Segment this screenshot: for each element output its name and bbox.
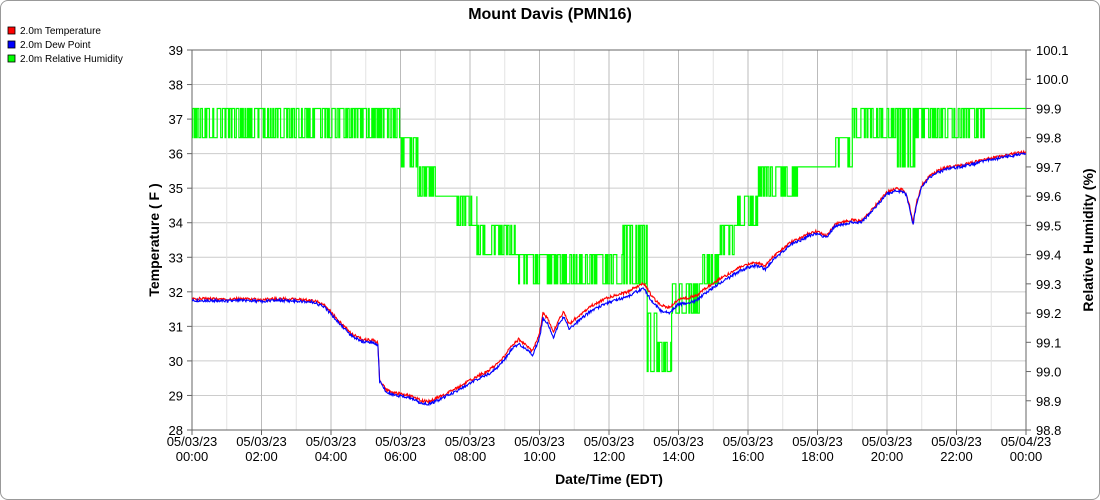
- x-tick-date: 05/03/23: [584, 434, 635, 449]
- legend-swatch: [7, 54, 16, 63]
- y-right-tick-label: 99.1: [1036, 335, 1061, 350]
- x-tick-date: 05/03/23: [167, 434, 218, 449]
- x-tick-time: 06:00: [384, 449, 417, 464]
- y-left-tick-label: 28: [169, 423, 183, 438]
- y-right-tick-label: 99.7: [1036, 160, 1061, 175]
- y-left-tick-label: 30: [169, 354, 183, 369]
- y-right-tick-label: 99.2: [1036, 306, 1061, 321]
- y-left-tick-label: 37: [169, 112, 183, 127]
- x-ticks: 05/03/2300:0005/03/2302:0005/03/2304:000…: [167, 430, 1052, 464]
- legend-label: 2.0m Temperature: [20, 26, 101, 37]
- chart-title: Mount Davis (PMN16): [468, 6, 632, 23]
- x-tick-time: 08:00: [454, 449, 487, 464]
- x-tick-date: 05/03/23: [375, 434, 426, 449]
- x-tick-date: 05/03/23: [306, 434, 357, 449]
- x-tick-date: 05/03/23: [931, 434, 982, 449]
- x-tick-time: 04:00: [315, 449, 348, 464]
- y-left-tick-label: 31: [169, 319, 183, 334]
- x-tick-date: 05/03/23: [514, 434, 565, 449]
- y-left-tick-label: 33: [169, 250, 183, 265]
- x-tick-date: 05/03/23: [445, 434, 496, 449]
- y-right-tick-label: 99.3: [1036, 277, 1061, 292]
- y-right-tick-label: 99.4: [1036, 248, 1061, 263]
- y-right-tick-label: 99.5: [1036, 218, 1061, 233]
- x-tick-time: 02:00: [245, 449, 278, 464]
- x-tick-time: 00:00: [176, 449, 209, 464]
- y-right-tick-label: 99.6: [1036, 189, 1061, 204]
- y-right-tick-label: 98.8: [1036, 423, 1061, 438]
- y-right-tick-label: 99.0: [1036, 365, 1061, 380]
- y-right-tick-label: 100.1: [1036, 43, 1069, 58]
- y-right-ticks: 98.8 98.9 99.0 99.1 99.2 99.3 99.4 99.5 99.6 99.7…: [1026, 43, 1069, 438]
- series-line-relative-humidity: [192, 107, 1026, 373]
- x-tick-date: 05/03/23: [236, 434, 287, 449]
- x-tick-date: 05/04/23: [1001, 434, 1052, 449]
- series-layer: [192, 107, 1026, 407]
- legend-swatch: [7, 40, 16, 49]
- x-tick-time: 20:00: [871, 449, 904, 464]
- y-left-tick-label: 34: [169, 216, 183, 231]
- x-tick-date: 05/03/23: [792, 434, 843, 449]
- y-right-axis-title: Relative Humidity (%): [1080, 168, 1096, 311]
- x-tick-time: 22:00: [940, 449, 973, 464]
- x-tick-time: 14:00: [662, 449, 695, 464]
- series-line-dew-point: [192, 152, 1026, 407]
- y-left-tick-label: 38: [169, 78, 183, 93]
- x-tick-time: 18:00: [801, 449, 834, 464]
- y-left-tick-label: 36: [169, 147, 183, 162]
- x-tick-time: 12:00: [593, 449, 626, 464]
- x-axis-title: Date/Time (EDT): [555, 471, 663, 487]
- legend-label: 2.0m Relative Humidity: [20, 54, 123, 65]
- y-right-tick-label: 99.9: [1036, 101, 1061, 116]
- y-left-ticks: 28 29 30 31 32 33 34 35 36 37 38 39: [169, 43, 192, 438]
- x-tick-date: 05/03/23: [653, 434, 704, 449]
- x-tick-time: 00:00: [1010, 449, 1043, 464]
- y-left-tick-label: 32: [169, 285, 183, 300]
- legend-swatch: [7, 26, 16, 35]
- x-tick-time: 16:00: [732, 449, 765, 464]
- y-left-tick-label: 39: [169, 43, 183, 58]
- y-right-tick-label: 100.0: [1036, 72, 1069, 87]
- y-left-tick-label: 35: [169, 181, 183, 196]
- x-tick-time: 10:00: [523, 449, 556, 464]
- y-right-tick-label: 98.9: [1036, 394, 1061, 409]
- x-tick-date: 05/03/23: [723, 434, 774, 449]
- grid: [192, 50, 1026, 430]
- y-left-axis-title: Temperature ( F ): [146, 183, 162, 296]
- y-left-tick-label: 29: [169, 388, 183, 403]
- legend: 2.0m Temperature 2.0m Dew Point 2.0m Relat…: [7, 26, 123, 65]
- x-tick-date: 05/03/23: [862, 434, 913, 449]
- legend-label: 2.0m Dew Point: [20, 40, 91, 51]
- y-right-tick-label: 99.8: [1036, 131, 1061, 146]
